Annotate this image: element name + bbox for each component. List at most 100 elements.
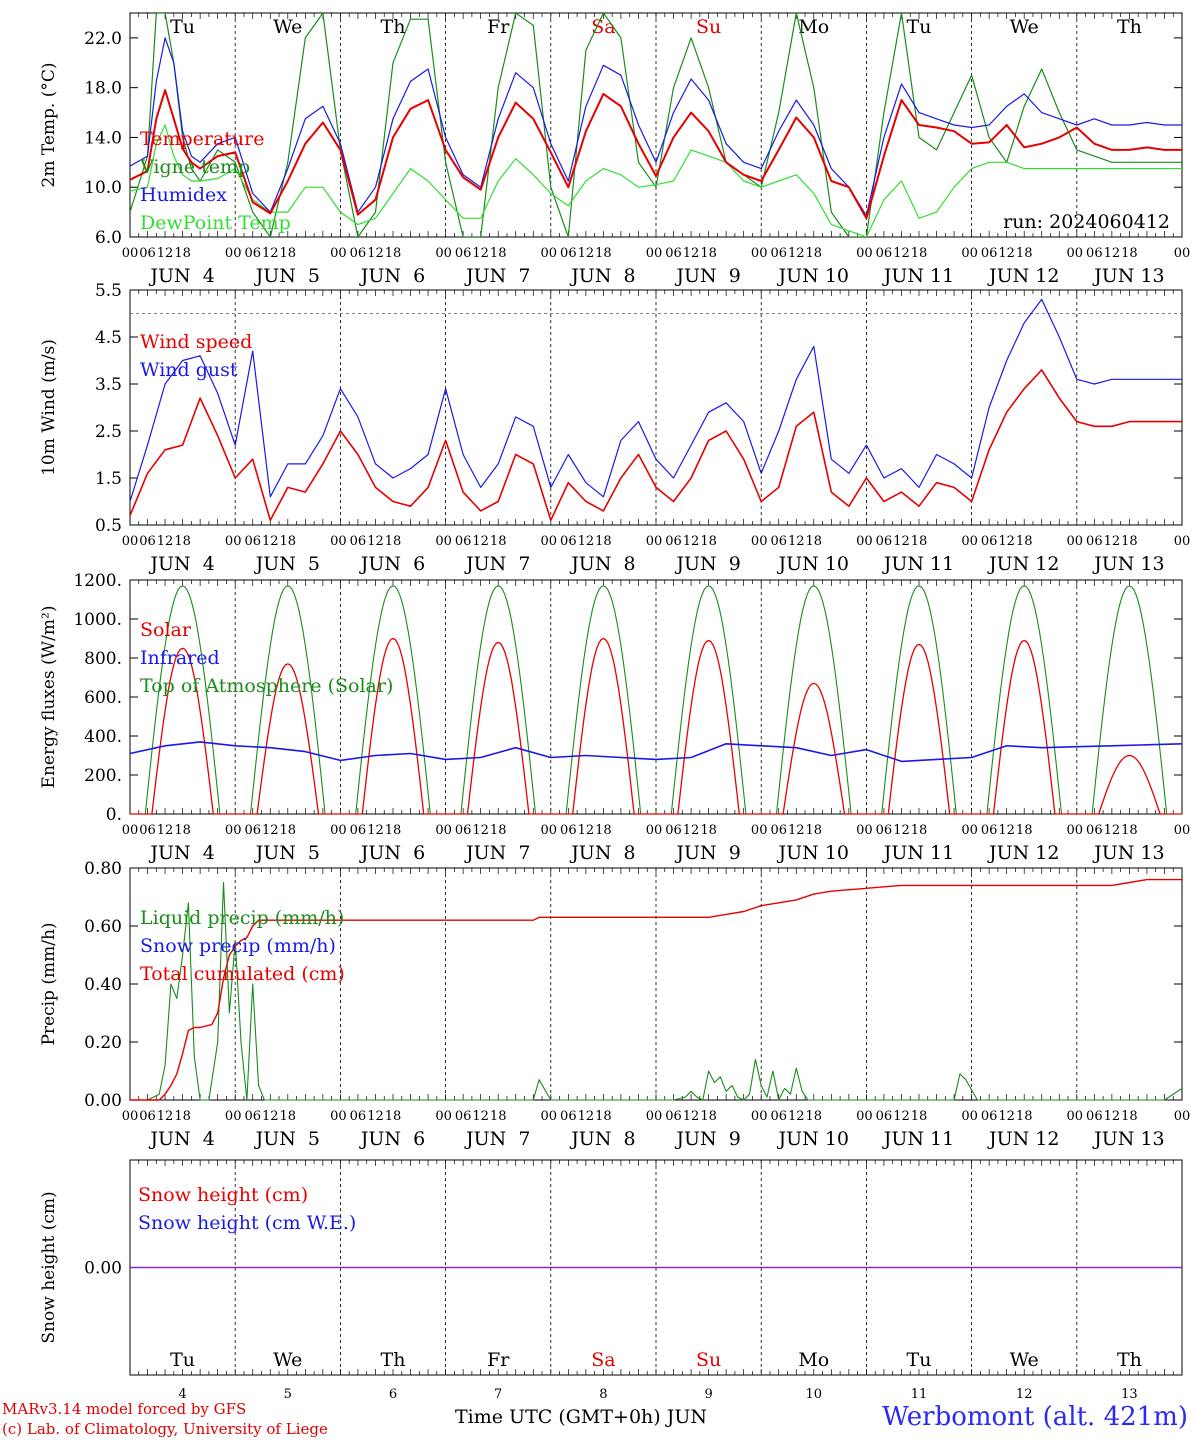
- hour-label: 18: [595, 534, 612, 549]
- credit-line-2: (c) Lab. of Climatology, University of L…: [2, 1420, 328, 1438]
- hour-label: 18: [911, 823, 928, 838]
- hour-label: 18: [595, 1109, 612, 1124]
- hour-label: 06: [139, 823, 156, 838]
- hour-label: 00: [225, 246, 242, 261]
- y-axis-label: Precip (mm/h): [39, 922, 59, 1045]
- legend-entry: Wind speed: [140, 331, 252, 353]
- hour-label: 18: [700, 1109, 717, 1124]
- hour-label: 00: [330, 534, 347, 549]
- hour-label: 06: [560, 246, 577, 261]
- hour-label: 00: [122, 823, 139, 838]
- date-label: JUN 12: [987, 553, 1059, 575]
- date-label: JUN 11: [882, 265, 954, 287]
- day-name-bottom: We: [273, 1349, 302, 1371]
- hour-label: 00: [856, 1109, 873, 1124]
- hour-label: 06: [981, 823, 998, 838]
- panel-3: Energy fluxes (W/m²) 0. 200. 400. 600. 800. 10…: [39, 571, 1190, 864]
- day-name-bottom: Tu: [907, 1349, 932, 1371]
- date-label: JUN 5: [254, 842, 320, 864]
- day-name-bottom: Su: [696, 1349, 721, 1371]
- legend-entry: Liquid precip (mm/h): [140, 907, 344, 929]
- hour-label: 18: [806, 534, 823, 549]
- date-label: JUN 8: [569, 265, 635, 287]
- hour-label: 18: [806, 823, 823, 838]
- hour-label: 00: [751, 534, 768, 549]
- hour-label: 18: [595, 246, 612, 261]
- y-tick-label: 10.0: [84, 178, 122, 198]
- hour-label: 12: [893, 823, 910, 838]
- day-name-top: Tu: [907, 16, 932, 38]
- hour-label: 18: [700, 246, 717, 261]
- hour-label: 00: [1174, 823, 1191, 838]
- legend-entry: DewPoint Temp: [140, 212, 291, 234]
- hour-label: 06: [455, 823, 472, 838]
- y-tick-label: 0.: [106, 805, 122, 825]
- y-tick-label: 22.0: [84, 29, 122, 49]
- hour-label: 18: [490, 1109, 507, 1124]
- hour-label: 12: [683, 823, 700, 838]
- hour-label: 00: [856, 823, 873, 838]
- hour-label: 06: [560, 534, 577, 549]
- date-label: JUN 11: [882, 842, 954, 864]
- hour-label: 06: [1086, 534, 1103, 549]
- date-label: JUN 9: [674, 553, 740, 575]
- y-axis-label: Snow height (cm): [39, 1191, 59, 1343]
- hour-label: 12: [157, 823, 174, 838]
- date-label: JUN 7: [464, 1128, 530, 1150]
- hour-label: 06: [770, 1109, 787, 1124]
- hour-label: 12: [893, 1109, 910, 1124]
- y-tick-label: 800.: [84, 649, 122, 669]
- date-label: JUN 4: [148, 553, 214, 575]
- hour-label: 12: [157, 246, 174, 261]
- day-number: 10: [806, 1387, 823, 1402]
- hour-label: 00: [330, 246, 347, 261]
- date-label: JUN 13: [1092, 1128, 1164, 1150]
- hour-label: 06: [560, 1109, 577, 1124]
- hour-label: 12: [472, 823, 489, 838]
- date-label: JUN 9: [674, 842, 740, 864]
- date-label: JUN 13: [1092, 265, 1164, 287]
- hour-label: 00: [1067, 246, 1084, 261]
- credit-line-1: MARv3.14 model forced by GFS: [2, 1400, 247, 1418]
- hour-label: 12: [472, 1109, 489, 1124]
- hour-label: 06: [350, 246, 367, 261]
- hour-label: 18: [911, 1109, 928, 1124]
- hour-label: 00: [856, 246, 873, 261]
- y-axis-label: 10m Wind (m/s): [39, 339, 59, 476]
- hour-label: 00: [751, 246, 768, 261]
- hour-label: 18: [490, 534, 507, 549]
- run-label: run: 2024060412: [1003, 211, 1170, 233]
- panel-2: 10m Wind (m/s)0.51.52.53.54.55.500 06 12 18…: [39, 281, 1190, 575]
- hour-label: 12: [367, 1109, 384, 1124]
- hour-label: 06: [139, 246, 156, 261]
- hour-label: 00: [225, 534, 242, 549]
- panel-frame: [129, 12, 1183, 238]
- series-dewpoint-temp: [130, 124, 1182, 237]
- y-tick-label: 5.5: [95, 281, 122, 301]
- hour-label: 12: [893, 246, 910, 261]
- y-tick-label: 600.: [84, 688, 122, 708]
- hour-label: 18: [1121, 1109, 1138, 1124]
- hour-label: 18: [700, 823, 717, 838]
- y-tick-label: 6.0: [95, 228, 122, 248]
- day-name-top: We: [1010, 16, 1039, 38]
- day-number: 4: [178, 1387, 186, 1402]
- hour-label: 18: [1016, 534, 1033, 549]
- y-axis-label: 2m Temp. (°C): [39, 62, 59, 187]
- hour-label: 06: [455, 1109, 472, 1124]
- legend-entry: Humidex: [140, 184, 227, 206]
- hour-label: 12: [367, 246, 384, 261]
- hour-label: 00: [541, 823, 558, 838]
- hour-label: 06: [244, 1109, 261, 1124]
- y-tick-label: 1.5: [95, 469, 122, 489]
- hour-label: 18: [911, 534, 928, 549]
- panel-1: 2m Temp. (°C)6.010.014.018.022.000 06 12 18…: [39, 12, 1190, 287]
- hour-label: 06: [560, 823, 577, 838]
- y-tick-label: 1000.: [73, 610, 122, 630]
- hour-label: 18: [806, 1109, 823, 1124]
- hour-label: 12: [262, 534, 279, 549]
- hour-label: 12: [367, 823, 384, 838]
- y-tick-label: 4.5: [95, 328, 122, 348]
- hour-label: 00: [1067, 534, 1084, 549]
- day-name-bottom: We: [1010, 1349, 1039, 1371]
